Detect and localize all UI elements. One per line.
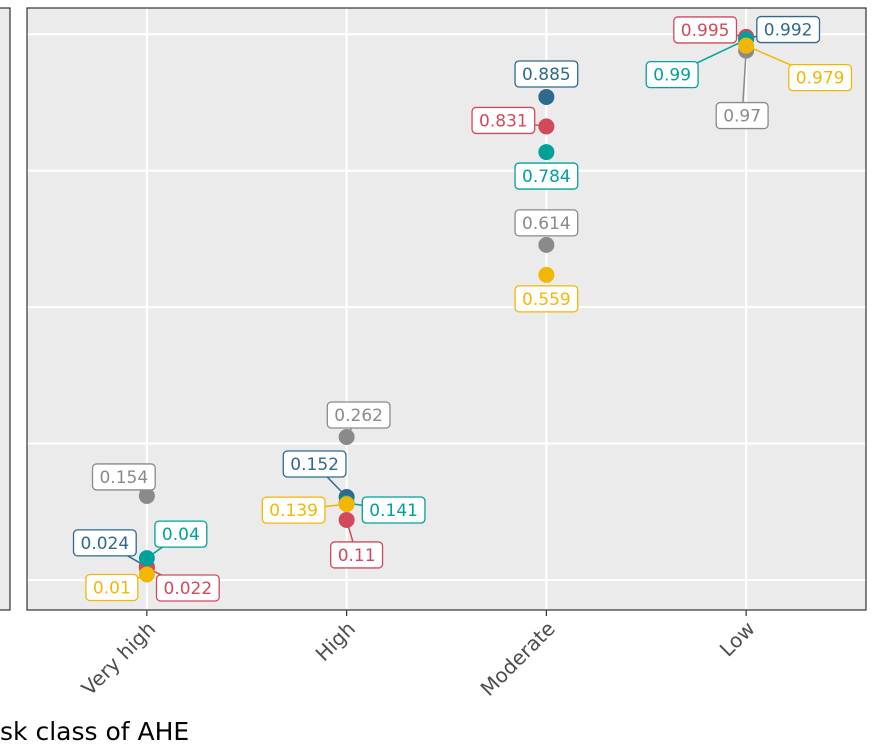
data-label: 0.139 [269, 501, 318, 521]
data-label-box [85, 573, 139, 602]
data-label-group: 0.139 [261, 496, 326, 524]
x-axis-title: sk class of AHE [0, 717, 189, 746]
data-label-group: 0.995 [673, 16, 738, 44]
data-label-group: 0.559 [514, 285, 579, 313]
data-label-box [91, 463, 156, 491]
data-label-box [72, 529, 137, 557]
data-label-box [514, 162, 579, 190]
data-label-box [756, 15, 821, 44]
data-label: 0.152 [290, 455, 339, 475]
data-label-group: 0.11 [330, 541, 384, 569]
data-label-box [788, 64, 853, 92]
data-label: 0.831 [479, 111, 528, 131]
data-label-group: 0.154 [91, 463, 156, 491]
data-label-box [326, 401, 391, 429]
data-label-group: 0.04 [154, 520, 208, 548]
data-label: 0.04 [162, 525, 200, 545]
data-label-box [645, 61, 699, 89]
data-label-group: 0.992 [756, 15, 821, 44]
data-label-box [514, 285, 579, 313]
x-tick-label: High [311, 616, 360, 665]
data-label: 0.784 [522, 167, 571, 187]
data-label-group: 0.99 [645, 61, 699, 89]
data-label: 0.995 [681, 21, 730, 41]
data-label-group: 0.01 [85, 573, 139, 602]
point [338, 511, 355, 528]
data-label: 0.992 [764, 21, 813, 41]
point [138, 487, 155, 504]
data-label-group: 0.614 [514, 209, 579, 237]
data-label-box [154, 520, 208, 548]
data-label: 0.614 [522, 214, 571, 234]
data-label-group: 0.97 [715, 101, 769, 130]
data-label-box [330, 541, 384, 569]
data-label-box [514, 60, 579, 88]
data-label: 0.559 [522, 290, 571, 310]
data-label-box [715, 101, 769, 130]
data-label: 0.024 [81, 534, 130, 554]
x-tick-label: Moderate [476, 616, 560, 700]
point [538, 118, 555, 135]
data-label-group: 0.141 [361, 496, 426, 524]
panel [27, 8, 866, 610]
data-label: 0.11 [338, 546, 376, 566]
data-label-box [514, 209, 579, 237]
point [538, 88, 555, 105]
data-label-group: 0.979 [788, 64, 853, 92]
data-label: 0.979 [796, 69, 845, 89]
panel-border [26, 7, 867, 611]
x-tick-label: Very high [77, 616, 161, 700]
data-label: 0.262 [334, 406, 383, 426]
point [738, 37, 755, 54]
data-label-box [673, 16, 738, 44]
point [338, 496, 355, 513]
adjacent-panel [0, 7, 11, 611]
data-label-box [155, 574, 220, 602]
data-label: 0.022 [164, 579, 213, 599]
data-label: 0.885 [522, 65, 571, 85]
point [538, 236, 555, 253]
data-label: 0.97 [723, 107, 761, 127]
data-label: 0.154 [100, 468, 149, 488]
data-label-group: 0.152 [282, 450, 347, 478]
point [538, 144, 555, 161]
point [338, 428, 355, 445]
data-label-box [261, 496, 326, 524]
data-label-box [471, 106, 536, 135]
data-label-group: 0.022 [155, 574, 220, 602]
data-label-box [282, 450, 347, 478]
data-label-group: 0.024 [72, 529, 137, 557]
data-label: 0.99 [653, 66, 691, 86]
data-label-group: 0.262 [326, 401, 391, 429]
data-label: 0.01 [93, 579, 131, 599]
point [138, 550, 155, 567]
data-label-group: 0.831 [471, 106, 536, 135]
data-label-group: 0.784 [514, 162, 579, 190]
point [138, 566, 155, 583]
point [538, 266, 555, 283]
data-label-group: 0.885 [514, 60, 579, 88]
data-label: 0.141 [369, 501, 418, 521]
x-tick-label: Low [715, 616, 760, 661]
data-label-box [361, 496, 426, 524]
